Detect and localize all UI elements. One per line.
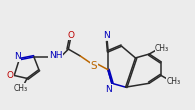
Text: NH: NH <box>49 51 62 61</box>
Text: CH₃: CH₃ <box>167 77 181 86</box>
Text: N: N <box>14 52 20 61</box>
Text: CH₃: CH₃ <box>155 44 169 53</box>
Text: O: O <box>68 31 75 40</box>
Text: CH₃: CH₃ <box>14 84 28 93</box>
Text: N: N <box>104 31 110 40</box>
Text: S: S <box>91 61 97 71</box>
Text: O: O <box>7 71 14 80</box>
Text: N: N <box>105 85 112 94</box>
